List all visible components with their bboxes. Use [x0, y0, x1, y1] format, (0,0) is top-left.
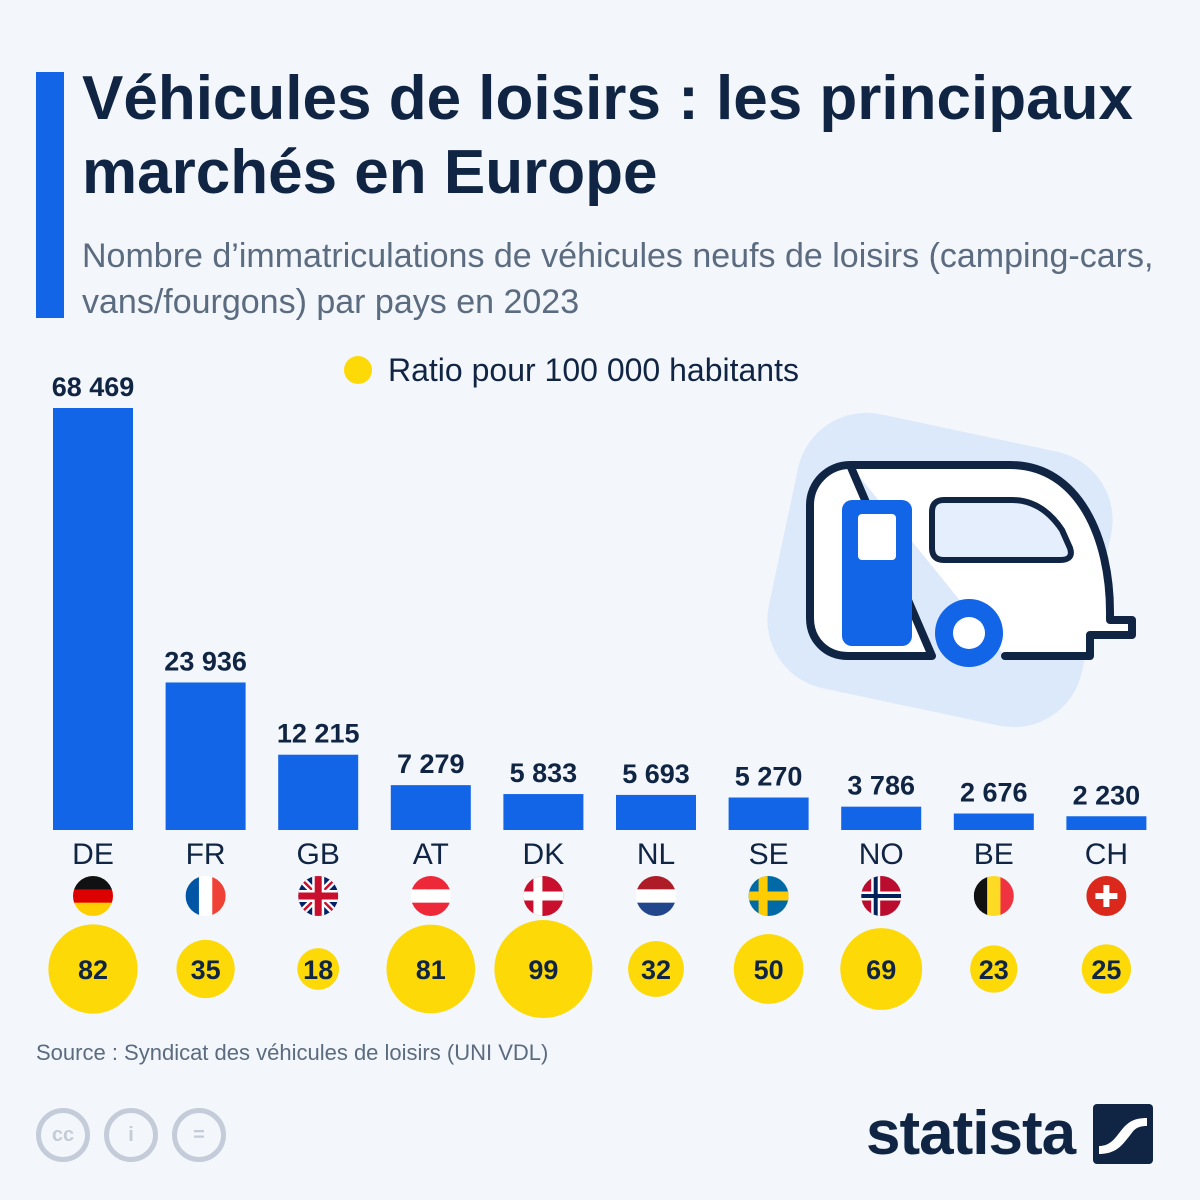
sweden-flag-icon — [748, 876, 789, 916]
ratio-bubble-nl — [628, 941, 684, 997]
ratio-bubble-ch — [1081, 944, 1132, 994]
ratio-bubble-at — [386, 924, 476, 1014]
netherlands-flag-icon — [636, 876, 676, 916]
value-label-be: 2 676 — [960, 778, 1028, 808]
title-accent-bar — [36, 72, 64, 318]
ratio-label-ch: 25 — [1091, 955, 1121, 985]
value-label-gb: 12 215 — [277, 719, 360, 749]
tick-label-be: BE — [974, 838, 1014, 871]
tick-label-se: SE — [749, 838, 789, 871]
cc-icon: cc — [36, 1108, 90, 1162]
denmark-flag-icon — [523, 876, 564, 916]
bar-se — [728, 797, 809, 830]
bar-ch — [1066, 816, 1147, 830]
ratio-label-no: 69 — [866, 955, 896, 985]
legend: Ratio pour 100 000 habitants — [344, 348, 799, 392]
value-label-de: 68 469 — [52, 372, 135, 402]
ratio-bubble-fr — [176, 939, 235, 999]
ratio-label-dk: 99 — [528, 955, 558, 985]
bar-nl — [616, 794, 696, 830]
value-label-fr: 23 936 — [164, 646, 247, 676]
value-label-dk: 5 833 — [510, 758, 578, 788]
ratio-bubble-de — [48, 924, 138, 1014]
value-label-nl: 5 693 — [622, 759, 690, 789]
license-icons: cc i = — [36, 1108, 226, 1162]
bar-de — [53, 408, 133, 830]
belgium-flag-icon — [973, 876, 1014, 916]
ratio-label-de: 82 — [78, 955, 108, 985]
statista-logo-icon — [1093, 1103, 1154, 1164]
ratio-label-nl: 32 — [641, 955, 671, 985]
tick-label-ch: CH — [1085, 838, 1128, 871]
ratio-label-be: 23 — [979, 955, 1009, 985]
legend-label: Ratio pour 100 000 habitants — [388, 351, 799, 388]
tick-label-gb: GB — [297, 838, 340, 871]
bar-no — [841, 806, 922, 830]
tick-label-at: AT — [413, 838, 449, 871]
switzerland-flag-icon — [1086, 876, 1127, 916]
ratio-bubble-no — [840, 928, 923, 1010]
ratio-label-se: 50 — [754, 955, 784, 985]
tick-label-dk: DK — [523, 838, 565, 871]
tick-label-no: NO — [859, 838, 904, 871]
value-label-at: 7 279 — [397, 749, 465, 779]
legend-dot-icon — [344, 356, 372, 384]
source-note: Source : Syndicat des véhicules de loisi… — [36, 1040, 549, 1065]
caravan-icon — [806, 461, 1136, 667]
ratio-bubble-be — [970, 945, 1018, 993]
tick-label-fr: FR — [186, 838, 226, 871]
attribution-icon: i — [104, 1108, 158, 1162]
tick-label-nl: NL — [637, 838, 675, 871]
bar-chart: 68 469 DE 82 23 936 FR 35 12 215 GB 18 7 279 AT 81 5… — [48, 372, 1147, 1018]
value-label-ch: 2 230 — [1073, 780, 1141, 810]
bar-dk — [503, 794, 584, 830]
tick-label-de: DE — [72, 838, 114, 871]
bar-be — [953, 813, 1034, 830]
ratio-bubble-se — [733, 934, 804, 1004]
brand-name: statista — [866, 1099, 1076, 1168]
no-derivatives-icon: = — [172, 1108, 226, 1162]
value-label-se: 5 270 — [735, 762, 803, 792]
ratio-bubble-dk — [494, 920, 593, 1018]
ratio-label-at: 81 — [416, 955, 446, 985]
austria-flag-icon — [410, 876, 451, 916]
norway-flag-icon — [861, 876, 902, 916]
germany-flag-icon — [73, 876, 113, 916]
bar-gb — [278, 754, 359, 830]
statista-brand[interactable]: statista — [866, 1098, 1154, 1169]
uk-flag-icon — [298, 876, 339, 916]
ratio-label-gb: 18 — [303, 955, 333, 985]
page-subtitle: Nombre d’immatriculations de véhicules n… — [82, 237, 1154, 321]
ratio-bubble-gb — [297, 948, 340, 990]
bar-at — [390, 785, 471, 830]
caravan-illustration — [767, 412, 1136, 728]
page-title: Véhicules de loisirs : les principaux ma… — [82, 64, 1133, 207]
ratio-label-fr: 35 — [191, 955, 221, 985]
bar-fr — [165, 682, 246, 830]
france-flag-icon — [185, 876, 226, 916]
value-label-no: 3 786 — [847, 771, 915, 801]
